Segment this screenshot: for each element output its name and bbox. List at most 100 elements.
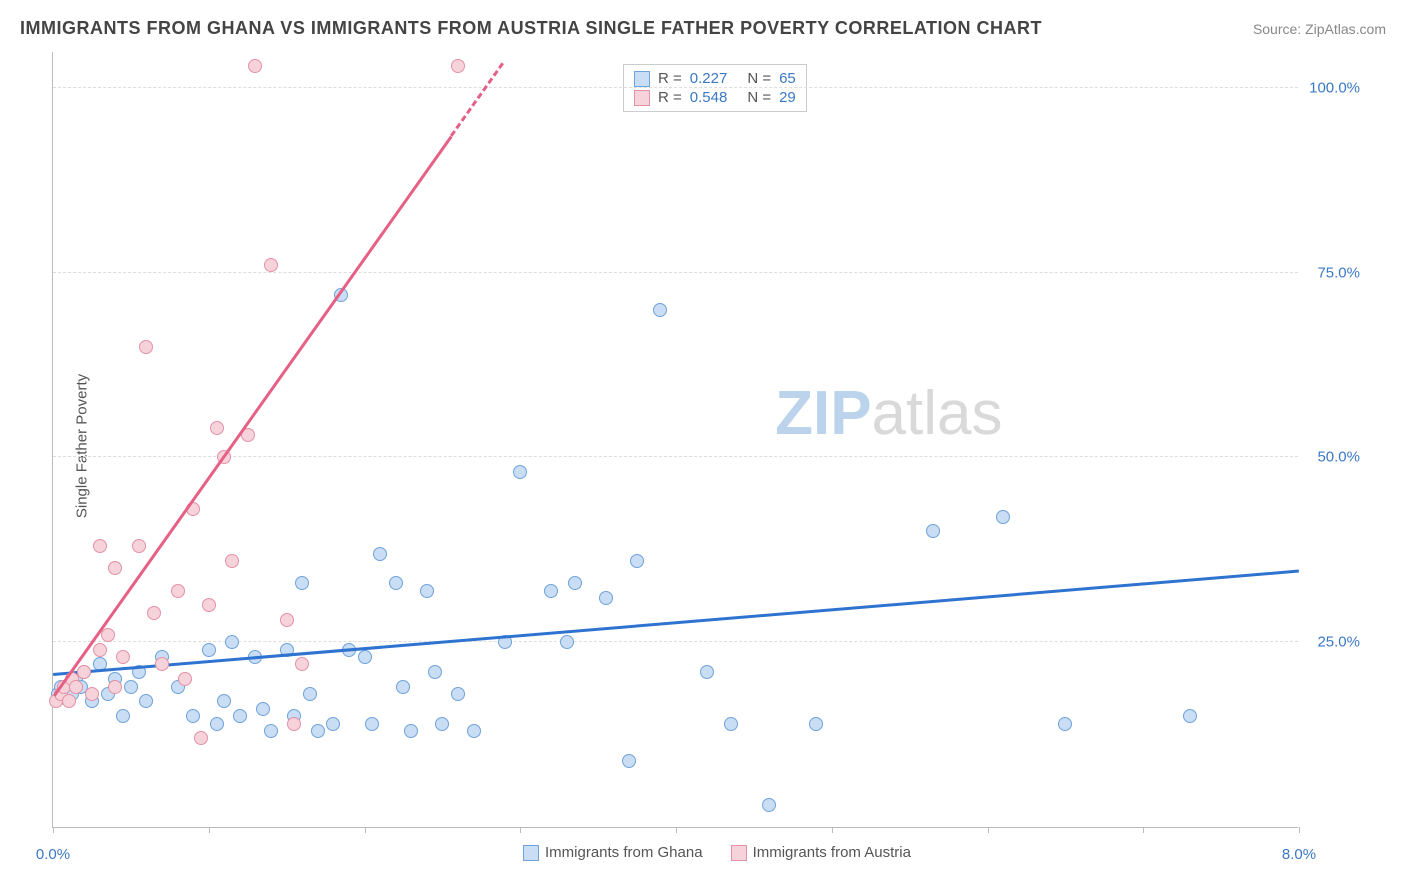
scatter-plot: ZIPatlas R = 0.227N = 65R = 0.548N = 29 … [52, 52, 1298, 828]
data-point-austria [108, 561, 122, 575]
legend-swatch [523, 845, 539, 861]
data-point-ghana [202, 643, 216, 657]
stat-n-label: N = [747, 70, 771, 87]
x-tick [365, 827, 366, 833]
data-point-ghana [389, 576, 403, 590]
data-point-ghana [420, 584, 434, 598]
data-point-austria [155, 657, 169, 671]
series-legend: Immigrants from Ghana Immigrants from Aus… [523, 844, 911, 861]
data-point-ghana [435, 717, 449, 731]
x-tick [209, 827, 210, 833]
data-point-austria [69, 680, 83, 694]
data-point-ghana [467, 724, 481, 738]
x-tick [676, 827, 677, 833]
data-point-ghana [217, 694, 231, 708]
data-point-austria [287, 717, 301, 731]
y-tick-label: 100.0% [1309, 79, 1360, 96]
x-tick [988, 827, 989, 833]
data-point-ghana [116, 709, 130, 723]
stat-r-label: R = [658, 89, 682, 106]
data-point-austria [248, 59, 262, 73]
data-point-ghana [513, 465, 527, 479]
trend-line [53, 569, 1299, 675]
data-point-austria [264, 258, 278, 272]
legend-label: Immigrants from Austria [753, 844, 911, 861]
data-point-ghana [622, 754, 636, 768]
data-point-austria [108, 680, 122, 694]
data-point-austria [62, 694, 76, 708]
data-point-austria [178, 672, 192, 686]
x-tick [1299, 827, 1300, 833]
stat-n-value: 29 [779, 89, 796, 106]
legend-swatch [731, 845, 747, 861]
x-max-label: 8.0% [1282, 846, 1316, 863]
stat-n-label: N = [747, 89, 771, 106]
data-point-ghana [451, 687, 465, 701]
data-point-austria [295, 657, 309, 671]
data-point-ghana [724, 717, 738, 731]
x-tick [1143, 827, 1144, 833]
data-point-ghana [404, 724, 418, 738]
data-point-ghana [599, 591, 613, 605]
data-point-ghana [373, 547, 387, 561]
legend-swatch [634, 90, 650, 106]
data-point-ghana [809, 717, 823, 731]
data-point-austria [116, 650, 130, 664]
chart-title: IMMIGRANTS FROM GHANA VS IMMIGRANTS FROM… [20, 18, 1042, 39]
grid-line [53, 272, 1298, 273]
data-point-ghana [256, 702, 270, 716]
correlation-stats-box: R = 0.227 N = 65 R = 0.548 N = 29 [623, 64, 807, 112]
data-point-ghana [295, 576, 309, 590]
data-point-ghana [544, 584, 558, 598]
data-point-ghana [653, 303, 667, 317]
data-point-ghana [700, 665, 714, 679]
data-point-austria [194, 731, 208, 745]
data-point-ghana [303, 687, 317, 701]
x-min-label: 0.0% [36, 846, 70, 863]
stats-row-austria: R = 0.548 N = 29 [634, 88, 796, 107]
stat-r-value: 0.548 [690, 89, 728, 106]
data-point-ghana [358, 650, 372, 664]
data-point-ghana [762, 798, 776, 812]
data-point-austria [225, 554, 239, 568]
legend-swatch [634, 71, 650, 87]
y-tick-label: 50.0% [1317, 449, 1360, 466]
trend-line [53, 135, 453, 696]
stats-row-ghana: R = 0.227 N = 65 [634, 69, 796, 88]
data-point-austria [93, 643, 107, 657]
data-point-ghana [264, 724, 278, 738]
grid-line [53, 456, 1298, 457]
data-point-austria [210, 421, 224, 435]
data-point-ghana [233, 709, 247, 723]
data-point-austria [77, 665, 91, 679]
grid-line [53, 87, 1298, 88]
data-point-austria [171, 584, 185, 598]
data-point-ghana [365, 717, 379, 731]
data-point-ghana [1058, 717, 1072, 731]
y-tick-label: 75.0% [1317, 264, 1360, 281]
stat-n-value: 65 [779, 70, 796, 87]
data-point-ghana [186, 709, 200, 723]
data-point-ghana [210, 717, 224, 731]
data-point-austria [202, 598, 216, 612]
data-point-ghana [326, 717, 340, 731]
data-point-ghana [139, 694, 153, 708]
data-point-austria [139, 340, 153, 354]
data-point-austria [132, 539, 146, 553]
data-point-ghana [630, 554, 644, 568]
watermark: ZIPatlas [775, 378, 1002, 449]
data-point-austria [147, 606, 161, 620]
data-point-ghana [996, 510, 1010, 524]
legend-item-austria: Immigrants from Austria [731, 844, 911, 861]
data-point-austria [93, 539, 107, 553]
stat-r-value: 0.227 [690, 70, 728, 87]
stat-r-label: R = [658, 70, 682, 87]
y-tick-label: 25.0% [1317, 634, 1360, 651]
x-tick [832, 827, 833, 833]
data-point-austria [85, 687, 99, 701]
legend-label: Immigrants from Ghana [545, 844, 703, 861]
x-tick [520, 827, 521, 833]
data-point-ghana [568, 576, 582, 590]
data-point-ghana [560, 635, 574, 649]
source-attribution: Source: ZipAtlas.com [1253, 21, 1386, 37]
